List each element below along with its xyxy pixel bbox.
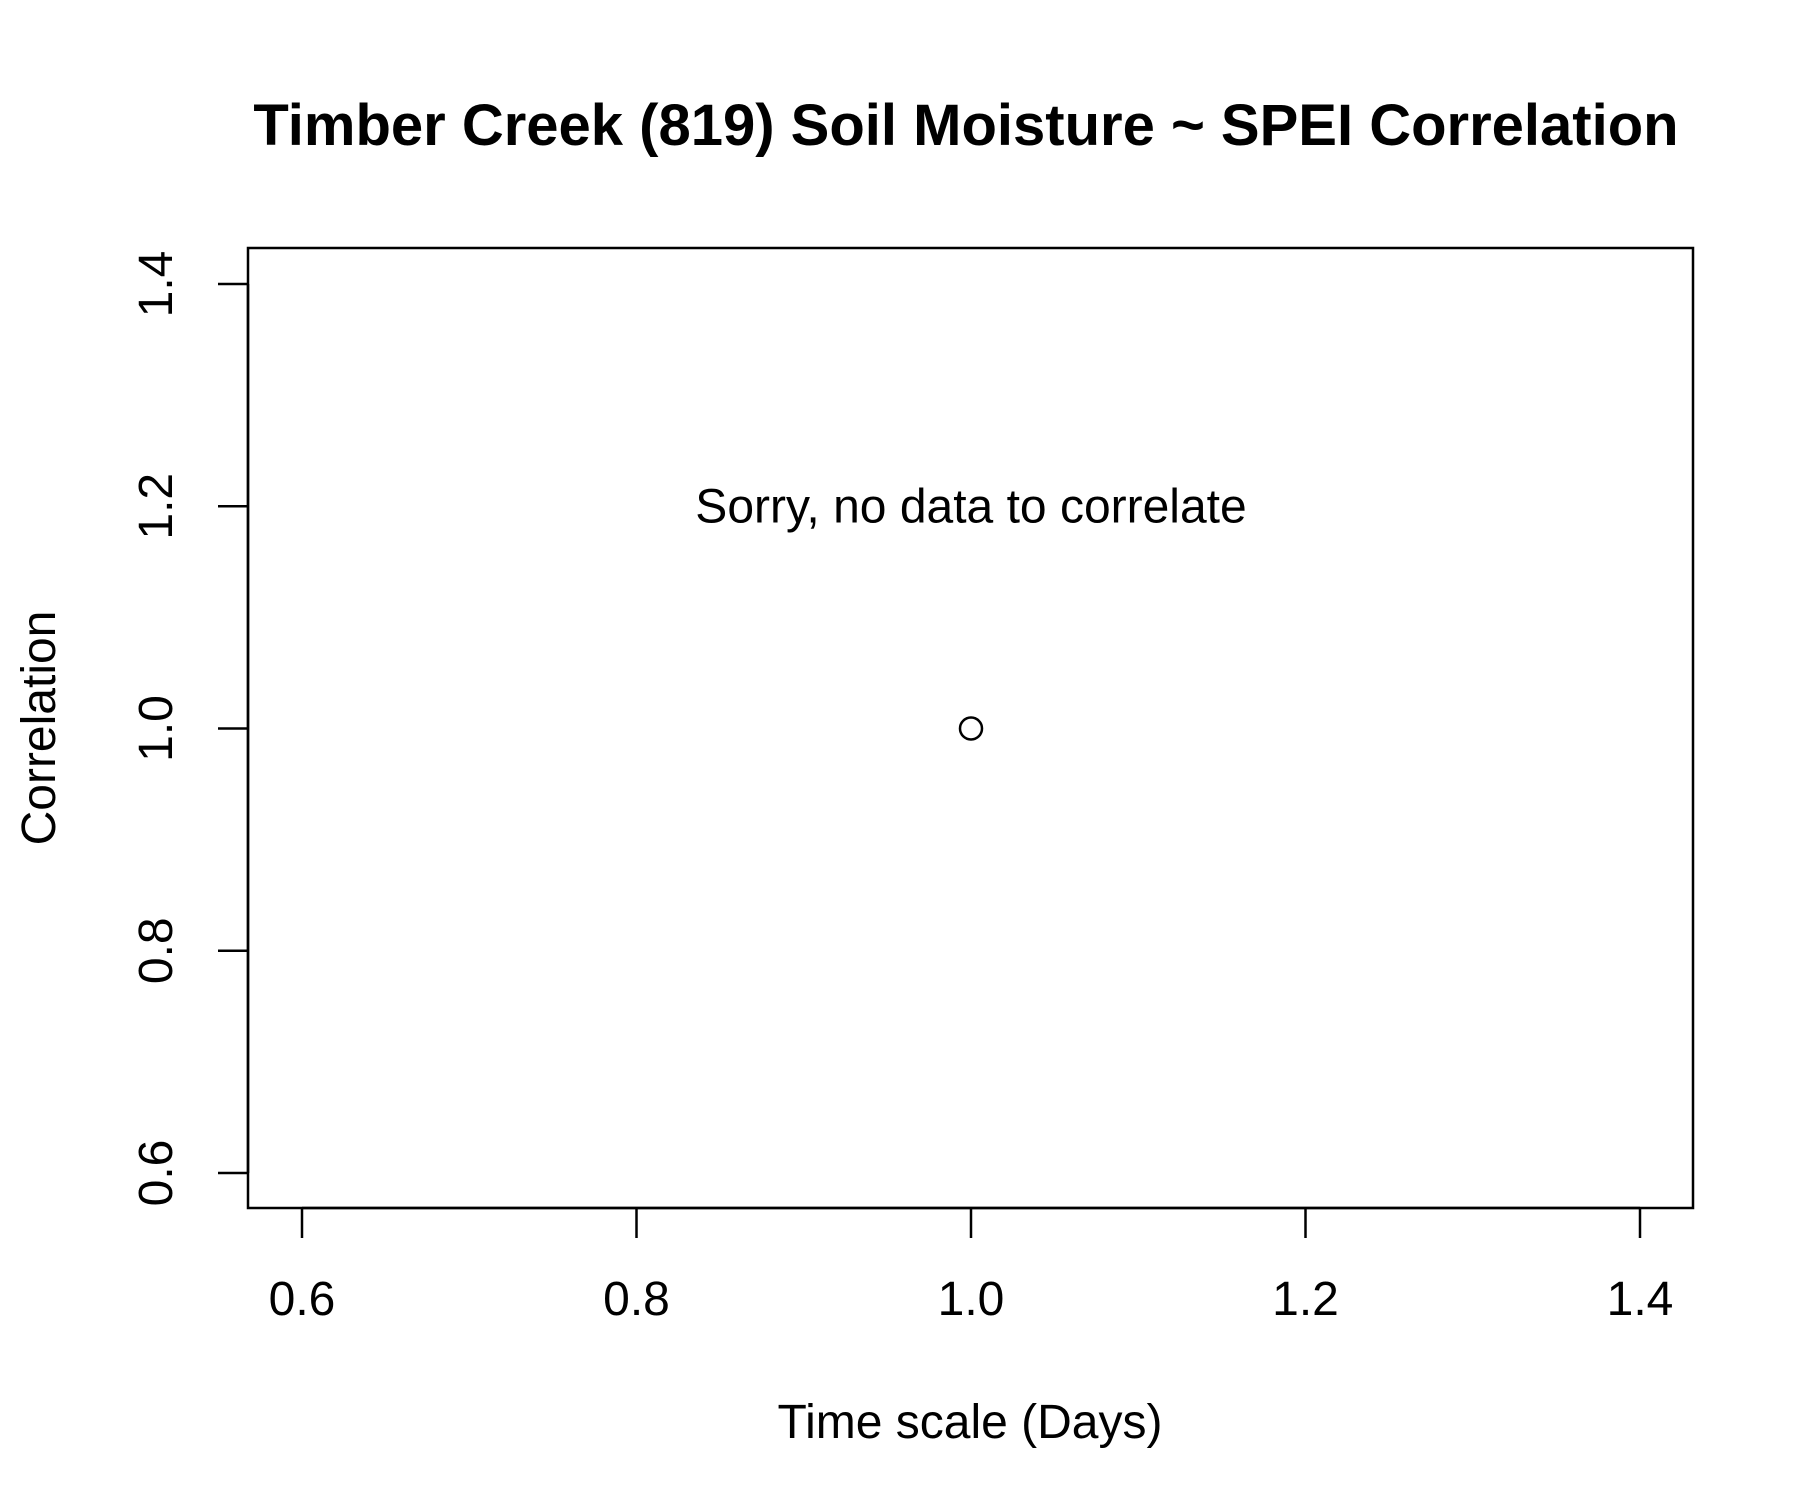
y-tick-label: 0.6 (130, 1140, 183, 1207)
plot-frame (246, 246, 1695, 1210)
annotation-text: Sorry, no data to correlate (695, 480, 1246, 533)
x-tick-label: 1.4 (1607, 1273, 1674, 1326)
y-axis: 0.6 0.8 1.0 1.2 1.4 (130, 251, 250, 1207)
x-tick-label: 1.2 (1272, 1273, 1339, 1326)
y-tick-label: 1.2 (130, 473, 183, 540)
annotations: Sorry, no data to correlate (695, 480, 1246, 533)
y-tick-label: 1.4 (130, 251, 183, 318)
x-tick-label: 0.6 (269, 1273, 336, 1326)
chart-title: Timber Creek (819) Soil Moisture ~ SPEI … (253, 93, 1678, 158)
y-axis-label: Correlation (13, 611, 66, 846)
data-point (958, 716, 984, 741)
x-axis: 0.6 0.8 1.0 1.2 1.4 (269, 1206, 1674, 1326)
x-axis-label: Time scale (Days) (778, 1396, 1163, 1449)
x-tick-label: 1.0 (938, 1273, 1005, 1326)
x-tick-label: 0.8 (603, 1273, 670, 1326)
data-points (958, 716, 984, 741)
y-tick-label: 1.0 (130, 695, 183, 762)
y-tick-label: 0.8 (130, 917, 183, 984)
